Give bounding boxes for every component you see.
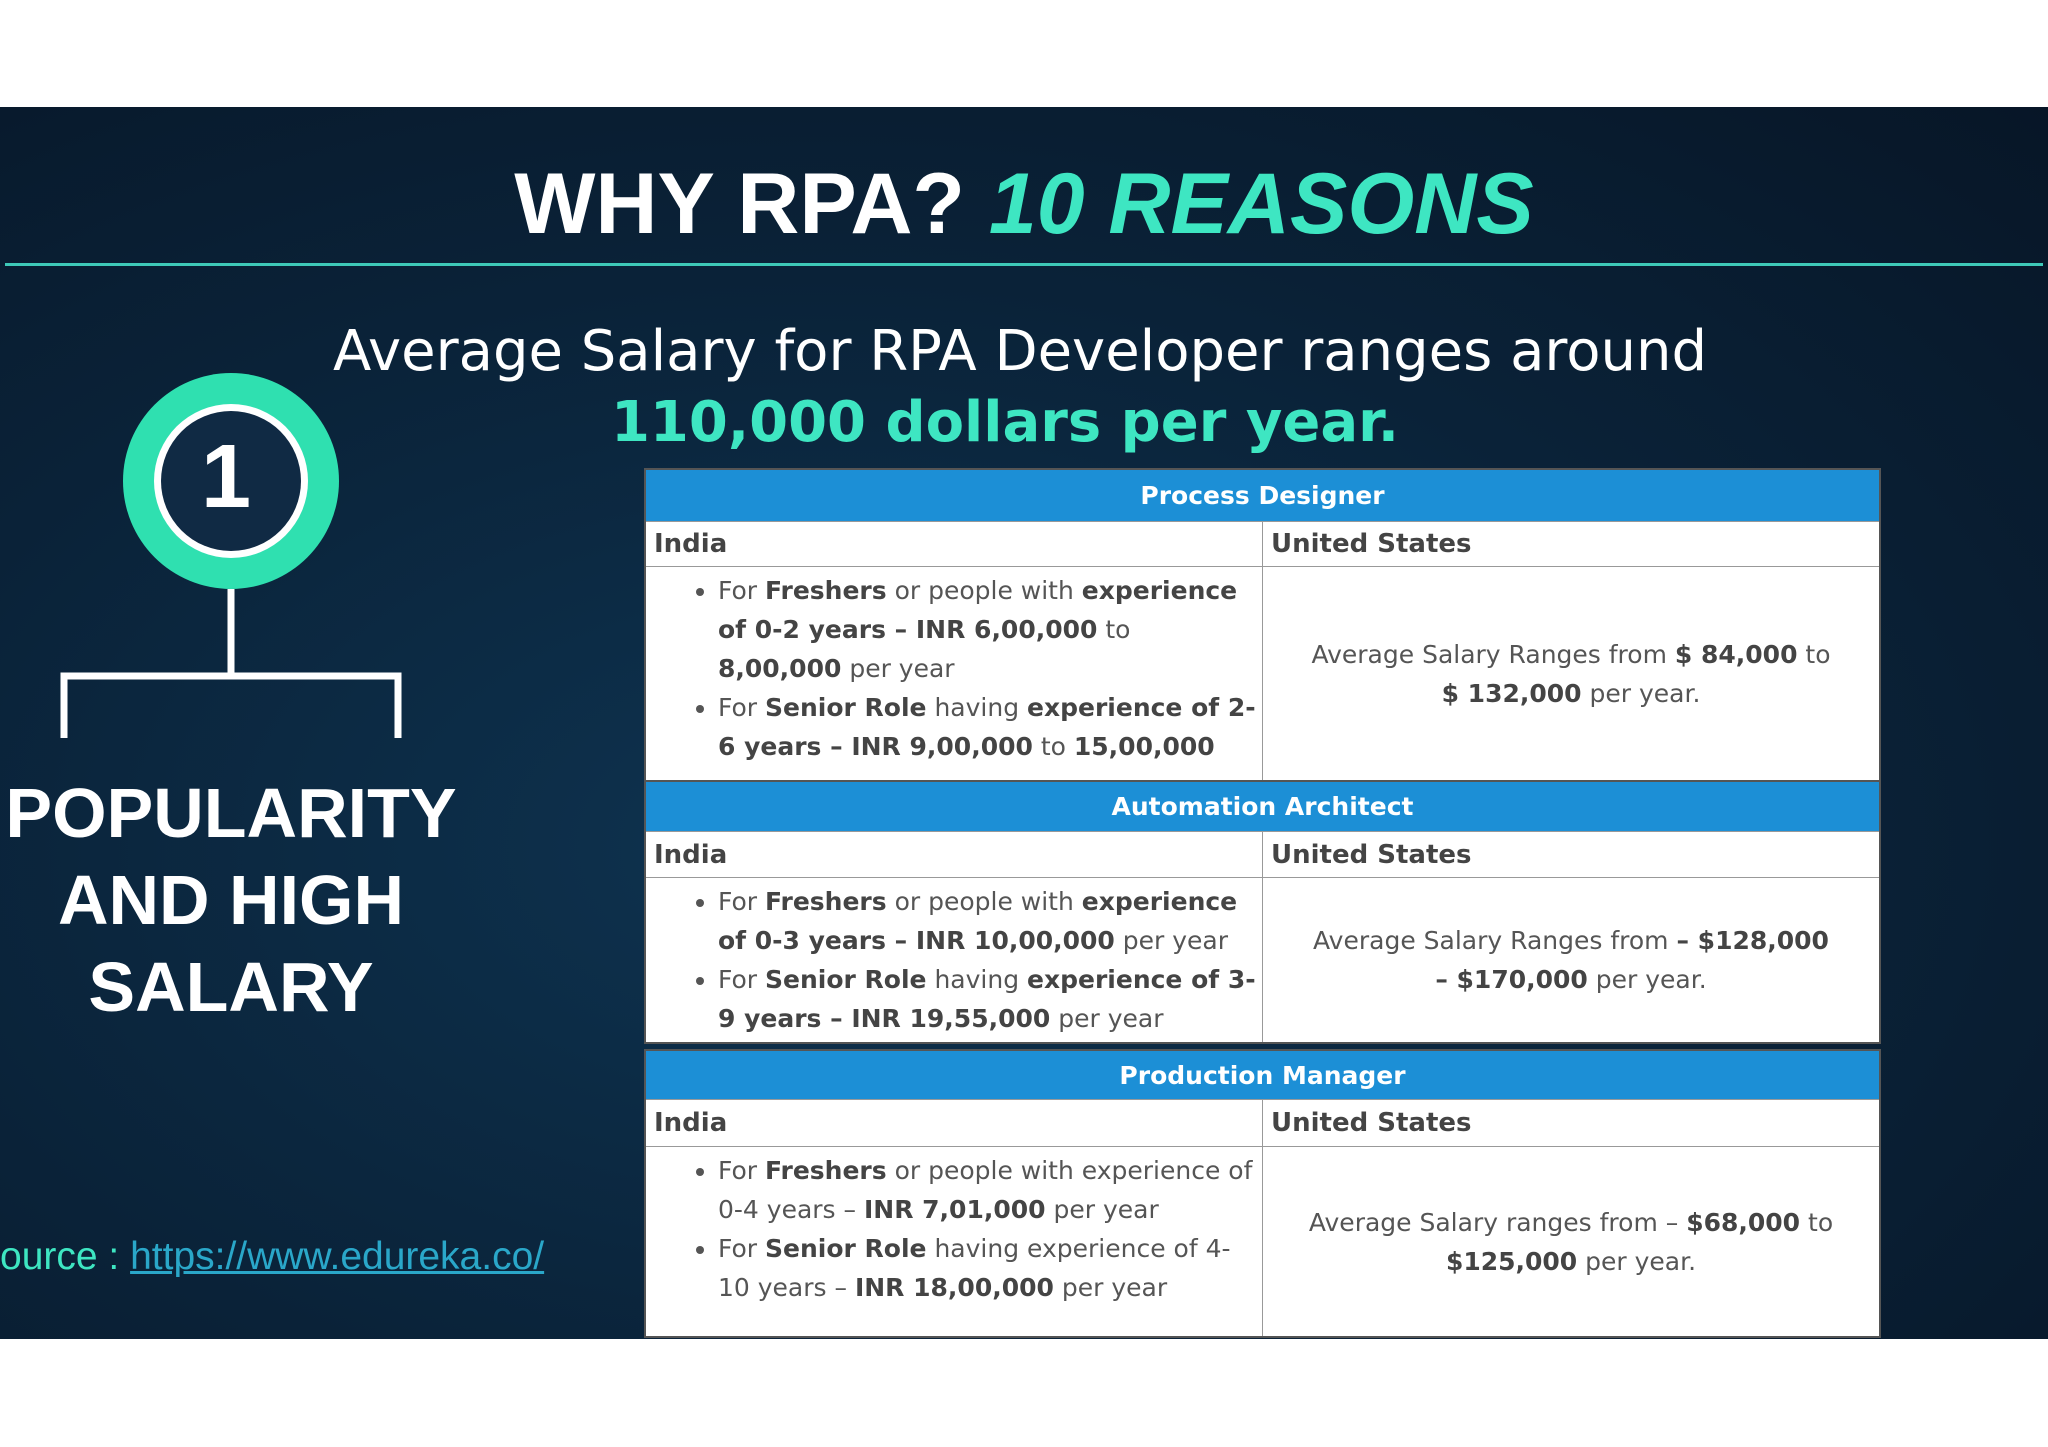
india-item: For Senior Role having experience of 3-9… [718,960,1256,1038]
table-title: Automation Architect [646,782,1879,831]
source-label: Source : [0,1235,120,1278]
text-segment: Freshers [765,1156,887,1185]
text-segment: For [718,965,766,994]
india-item: For Freshers or people with experience o… [718,882,1256,960]
us-text: Average Salary Ranges from – $128,000 – … [1303,921,1839,999]
badge-inner [161,411,301,551]
text-segment: to [1032,732,1074,761]
text-segment: Average Salary ranges from – [1308,1207,1687,1237]
table-body-row: For Freshers or people with experience o… [646,1146,1879,1336]
column-header: United States [1271,839,1472,870]
column-header-row: India United States [646,1099,1879,1146]
india-item: For Freshers or people with experience o… [718,1151,1256,1229]
text-segment: $125,000 [1445,1246,1578,1276]
text-segment: having experience of 4-10 years – [718,1234,1231,1302]
badge-diagram: 1 [60,373,402,738]
text-segment: For [718,887,766,916]
text-segment: having [926,693,1028,722]
text-segment: Freshers [765,576,887,605]
text-segment: per year. [1581,679,1701,708]
india-cell: For Freshers or people with experience o… [646,567,1263,800]
column-header: India [646,1100,1263,1146]
text-segment: to [1800,1207,1834,1237]
text-segment: experience of 3-9 years – INR 19,55,000 [718,965,1256,1033]
text-segment: per year [1050,1004,1164,1033]
text-segment: per year. [1577,1246,1697,1276]
text-segment: INR 18,00,000 [854,1273,1054,1302]
india-list: For Freshers or people with experience o… [646,882,1262,1038]
column-header-row: India United States [646,521,1879,566]
subtitle-highlight: 110,000 dollars per year. [610,390,1400,455]
text-segment: or people with [886,576,1082,605]
text-segment: per year. [1587,965,1707,994]
title: WHY RPA? 10 REASONS [0,155,2048,254]
text-segment: 15,00,000 [1073,732,1215,761]
text-segment: Senior Role [765,965,927,994]
text-segment: per year [841,654,955,683]
text-segment: INR 7,01,000 [863,1195,1046,1224]
text-segment: Freshers [765,887,887,916]
us-cell: Average Salary Ranges from – $128,000 – … [1263,878,1879,1042]
text-segment: $68,000 [1686,1207,1801,1237]
heading-line: AND HIGH [57,861,405,939]
text-segment: For [718,693,766,722]
text-segment: Average Salary Ranges from [1313,926,1677,955]
column-header: United States [1271,1108,1472,1138]
text-segment: experience of 2-6 years – INR 9,00,000 [718,693,1256,761]
source-link[interactable]: https://www.edureka.co/ [130,1235,545,1278]
table-body-row: For Freshers or people with experience o… [646,877,1879,1042]
us-text: Average Salary Ranges from $ 84,000 to $… [1303,635,1839,713]
column-header: United States [1271,529,1472,559]
text-segment: Senior Role [765,693,927,722]
text-segment: or people with experience of 0-4 years – [718,1156,1253,1224]
table-title: Production Manager [646,1051,1879,1099]
text-segment: or people with [886,887,1082,916]
india-item: For Freshers or people with experience o… [718,571,1256,688]
text-segment: experience of 0-2 years – INR 6,00,000 [718,576,1238,644]
slide: WHY RPA? 10 REASONS Average Salary for R… [0,107,2048,1339]
text-segment: For [718,1234,766,1263]
india-item: For Senior Role having experience of 4-1… [718,1229,1256,1307]
title-rule [5,263,2043,266]
text-segment: $ 84,000 [1674,640,1798,669]
india-list: For Freshers or people with experience o… [646,1151,1262,1307]
text-segment: per year [1114,926,1229,955]
text-segment: per year [1053,1273,1168,1302]
badge-number: 1 [201,427,251,527]
text-segment: Average Salary Ranges from [1311,640,1675,669]
india-cell: For Freshers or people with experience o… [646,1147,1263,1336]
table-body-row: For Freshers or people with experience o… [646,566,1879,800]
text-segment: – $128,000 – $170,000 [1435,926,1829,994]
text-segment: For [718,576,766,605]
subtitle: Average Salary for RPA Developer ranges … [333,319,1707,384]
title-accent: 10 REASONS [988,156,1534,252]
column-header: India [646,832,1263,877]
us-cell: Average Salary Ranges from $ 84,000 to $… [1263,567,1879,781]
text-segment: Senior Role [765,1234,927,1263]
text-segment: per year [1045,1195,1159,1224]
india-list: For Freshers or people with experience o… [646,571,1262,805]
heading-line: SALARY [88,948,374,1026]
us-text: Average Salary ranges from – $68,000 to … [1303,1203,1839,1281]
us-cell: Average Salary ranges from – $68,000 to … [1263,1147,1879,1336]
column-header: India [646,522,1263,566]
table-title: Process Designer [646,470,1879,521]
text-segment: to [1797,640,1831,669]
text-segment: For [718,1156,766,1185]
text-segment: 8,00,000 [718,654,842,683]
bracket [60,672,402,738]
title-white: WHY RPA? [514,156,965,252]
text-segment: experience of 0-3 years – INR 10,00,000 [718,887,1238,955]
text-segment: to [1097,615,1131,644]
column-header-row: India United States [646,831,1879,877]
source: Source : https://www.edureka.co/ [0,1235,544,1279]
heading-line: POPULARITY [5,774,457,852]
text-segment: having [926,965,1028,994]
text-segment: $ 132,000 [1441,679,1582,708]
india-cell: For Freshers or people with experience o… [646,878,1263,1042]
